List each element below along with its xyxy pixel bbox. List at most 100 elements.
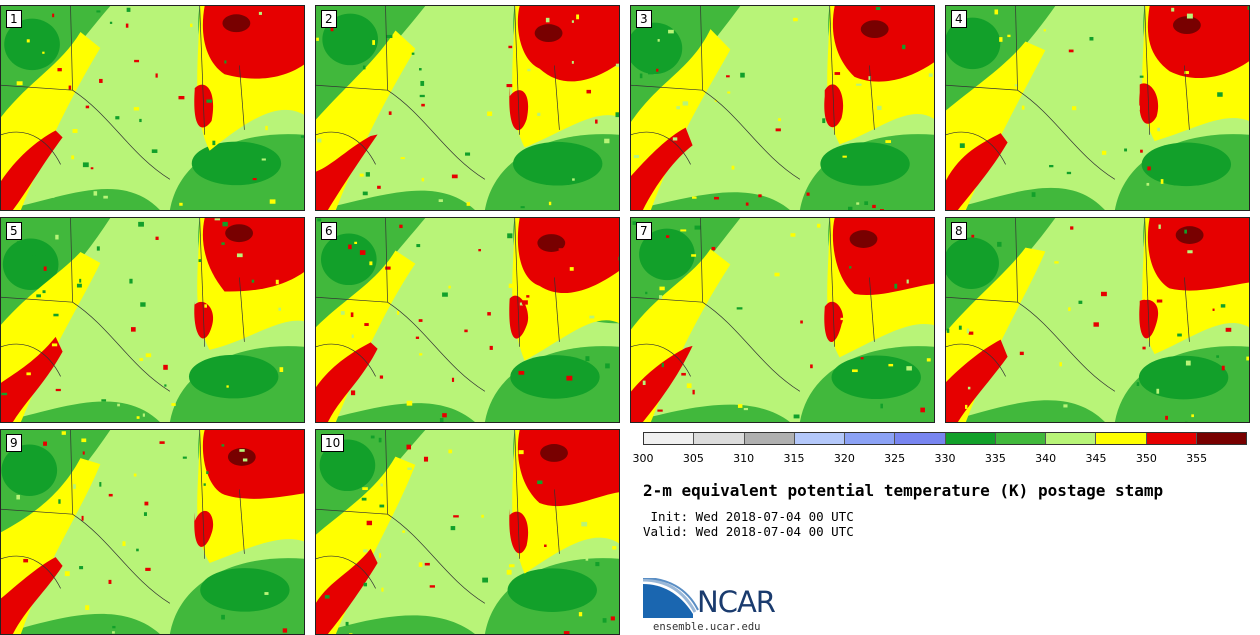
red-region bbox=[202, 6, 304, 79]
country-boundary bbox=[631, 343, 691, 377]
field-speckle bbox=[79, 566, 84, 570]
field-speckle bbox=[665, 235, 670, 238]
field-speckle bbox=[1144, 297, 1147, 300]
field-speckle bbox=[466, 202, 471, 206]
field-speckle bbox=[971, 234, 975, 238]
field-speckle bbox=[129, 278, 133, 284]
field-speckle bbox=[241, 528, 246, 533]
member-label: 10 bbox=[321, 434, 345, 452]
colorbar-segment bbox=[1046, 433, 1097, 444]
field-speckle bbox=[1066, 171, 1072, 175]
field-speckle bbox=[1185, 84, 1188, 89]
field-speckle bbox=[265, 125, 268, 131]
field-speckle bbox=[1146, 182, 1150, 186]
red-region bbox=[202, 430, 304, 499]
field-speckle bbox=[419, 353, 423, 356]
colorbar-segment bbox=[744, 433, 795, 444]
site-url: ensemble.ucar.edu bbox=[653, 621, 761, 633]
field-speckle bbox=[586, 89, 592, 94]
field-speckle bbox=[581, 521, 588, 527]
field-speckle bbox=[173, 234, 179, 239]
red-region bbox=[631, 345, 693, 422]
member-label: 3 bbox=[636, 10, 652, 28]
dark-green-region bbox=[820, 142, 910, 186]
field-speckle bbox=[238, 108, 244, 113]
dark-red-region bbox=[849, 230, 878, 248]
field-speckle bbox=[789, 11, 794, 16]
dark-red-region bbox=[860, 20, 889, 39]
field-speckle bbox=[507, 233, 513, 239]
field-speckle bbox=[579, 484, 584, 489]
field-speckle bbox=[182, 456, 187, 459]
field-speckle bbox=[317, 138, 322, 143]
field-speckle bbox=[418, 562, 423, 567]
field-speckle bbox=[16, 494, 20, 500]
field-speckle bbox=[58, 499, 61, 504]
field-speckle bbox=[868, 76, 872, 80]
state-boundary bbox=[702, 89, 801, 180]
field-speckle bbox=[1156, 299, 1163, 303]
dark-green-region bbox=[191, 141, 282, 186]
field-speckle bbox=[1158, 224, 1161, 229]
field-speckle bbox=[1184, 71, 1189, 74]
field-speckle bbox=[1219, 159, 1225, 163]
field-speckle bbox=[793, 414, 800, 419]
field-speckle bbox=[478, 248, 481, 252]
member-panel-4: 4 bbox=[945, 5, 1250, 211]
member-label: 6 bbox=[321, 222, 337, 240]
colorbar-tick-label: 330 bbox=[934, 452, 956, 465]
field-speckle bbox=[125, 23, 129, 28]
field-speckle bbox=[464, 329, 468, 333]
field-speckle bbox=[872, 204, 876, 209]
field-speckle bbox=[242, 341, 246, 346]
field-speckle bbox=[906, 366, 912, 371]
field-speckle bbox=[362, 65, 366, 70]
field-speckle bbox=[400, 157, 405, 160]
field-speckle bbox=[411, 52, 415, 55]
field-speckle bbox=[743, 407, 748, 411]
ncar-logo-icon bbox=[643, 578, 699, 618]
field-speckle bbox=[1, 552, 6, 555]
field-speckle bbox=[139, 476, 146, 480]
theta-e-field bbox=[631, 6, 934, 210]
country-boundary bbox=[946, 343, 1006, 377]
colorbar-segment bbox=[1096, 433, 1147, 444]
field-speckle bbox=[269, 199, 276, 204]
field-speckle bbox=[214, 218, 221, 221]
country-boundary bbox=[1, 555, 61, 589]
field-speckle bbox=[966, 328, 970, 334]
red-region bbox=[517, 430, 619, 507]
dark-green-region bbox=[639, 228, 695, 281]
field-speckle bbox=[1124, 148, 1128, 152]
plot-title: 2-m equivalent potential temperature (K)… bbox=[643, 481, 1164, 500]
field-speckle bbox=[694, 355, 698, 359]
field-speckle bbox=[239, 449, 245, 452]
field-speckle bbox=[793, 17, 798, 22]
field-speckle bbox=[1165, 415, 1168, 420]
field-speckle bbox=[1216, 355, 1220, 358]
field-speckle bbox=[1068, 49, 1074, 53]
field-speckle bbox=[661, 363, 664, 368]
field-speckle bbox=[190, 23, 193, 28]
field-speckle bbox=[518, 370, 525, 375]
dark-red-region bbox=[227, 448, 256, 466]
field-speckle bbox=[1226, 99, 1232, 104]
field-speckle bbox=[206, 471, 209, 475]
field-speckle bbox=[171, 403, 176, 406]
red-region bbox=[631, 127, 693, 210]
field-speckle bbox=[886, 236, 892, 242]
field-speckle bbox=[744, 72, 750, 76]
field-speckle bbox=[1059, 362, 1062, 367]
field-speckle bbox=[125, 144, 132, 148]
field-speckle bbox=[1225, 327, 1232, 332]
field-speckle bbox=[519, 302, 523, 306]
field-speckle bbox=[981, 154, 986, 157]
field-speckle bbox=[188, 292, 193, 296]
field-speckle bbox=[26, 39, 30, 43]
field-speckle bbox=[226, 385, 229, 388]
state-boundary bbox=[199, 6, 206, 135]
init-time: Init: Wed 2018-07-04 00 UTC bbox=[643, 509, 854, 524]
field-speckle bbox=[487, 111, 493, 116]
field-speckle bbox=[615, 63, 619, 67]
dark-green-region bbox=[831, 355, 921, 400]
